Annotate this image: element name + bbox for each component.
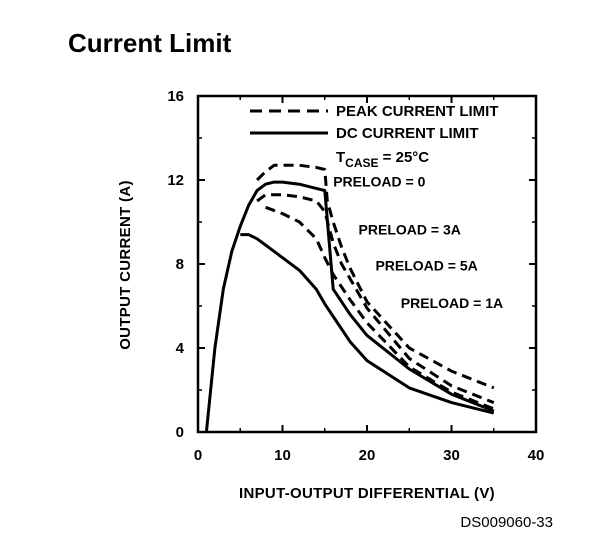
plot-border (196, 94, 538, 434)
x-tick-label: 0 (194, 447, 202, 464)
x-tick-label: 10 (274, 447, 291, 464)
x-tick-label: 30 (443, 447, 460, 464)
y-axis-title: OUTPUT CURRENT (A) (117, 180, 134, 350)
legend-label: DC CURRENT LIMIT (336, 125, 479, 142)
y-tick-label: 0 (176, 424, 184, 441)
y-axis-ticks: 0 4 8 12 16 (167, 88, 536, 441)
legend: PEAK CURRENT LIMIT DC CURRENT LIMIT TCASE … (250, 103, 499, 170)
y-tick-label: 12 (167, 172, 184, 189)
y-tick-label: 4 (176, 340, 185, 357)
series-line-peak-preload-3a (256, 193, 495, 404)
plot-frame (196, 94, 538, 434)
series-line-dc-preload-0 (204, 180, 495, 433)
legend-condition: TCASE = 25°C (336, 149, 429, 170)
x-axis-ticks: 0 10 20 30 40 (194, 96, 545, 464)
series-layer (204, 163, 495, 433)
y-tick-label: 8 (176, 256, 184, 273)
legend-label: PEAK CURRENT LIMIT (336, 103, 499, 120)
annotation-label: PRELOAD = 1A (401, 295, 503, 311)
x-tick-label: 20 (359, 447, 376, 464)
y-tick-label: 16 (167, 88, 184, 105)
x-tick-label: 40 (528, 447, 545, 464)
series-line-dc-preload-1a (240, 233, 495, 415)
series-line-peak-preload-0 (256, 163, 495, 390)
annotation-label: PRELOAD = 3A (359, 222, 461, 238)
x-axis-title: INPUT-OUTPUT DIFFERENTIAL (V) (239, 485, 495, 502)
annotation-label: PRELOAD = 5A (375, 257, 477, 273)
annotation-label: PRELOAD = 0 (333, 173, 425, 189)
page-title: Current Limit (68, 28, 232, 58)
annotations: PRELOAD = 0 PRELOAD = 3A PRELOAD = 5A PRELO… (333, 173, 503, 311)
document-code: DS009060-33 (460, 514, 553, 531)
